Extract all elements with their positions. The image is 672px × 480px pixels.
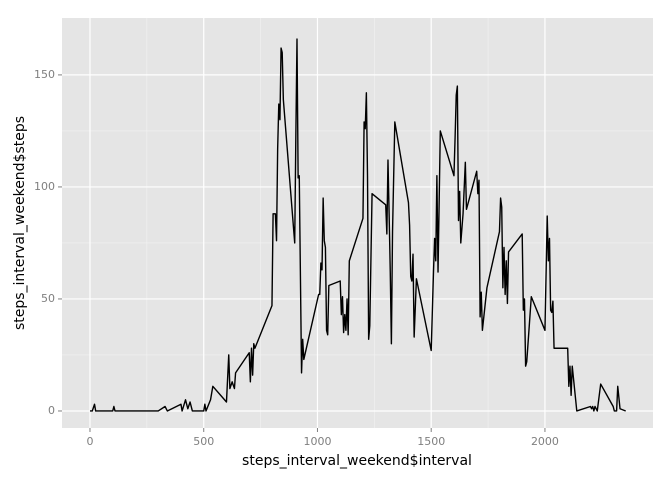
y-tick-label: 50 bbox=[41, 292, 55, 305]
x-tick-label: 500 bbox=[193, 435, 214, 448]
x-tick-label: 1000 bbox=[303, 435, 331, 448]
x-tick-label: 1500 bbox=[417, 435, 445, 448]
x-axis-title: steps_interval_weekend$interval bbox=[242, 453, 472, 469]
y-tick-label: 0 bbox=[48, 404, 55, 417]
x-tick-label: 2000 bbox=[531, 435, 559, 448]
plot-panel bbox=[62, 18, 653, 428]
y-axis-title: steps_interval_weekend$steps bbox=[12, 116, 28, 330]
y-tick-label: 100 bbox=[34, 180, 55, 193]
y-tick-label: 150 bbox=[34, 68, 55, 81]
x-tick-label: 0 bbox=[86, 435, 93, 448]
data-line bbox=[89, 38, 626, 412]
